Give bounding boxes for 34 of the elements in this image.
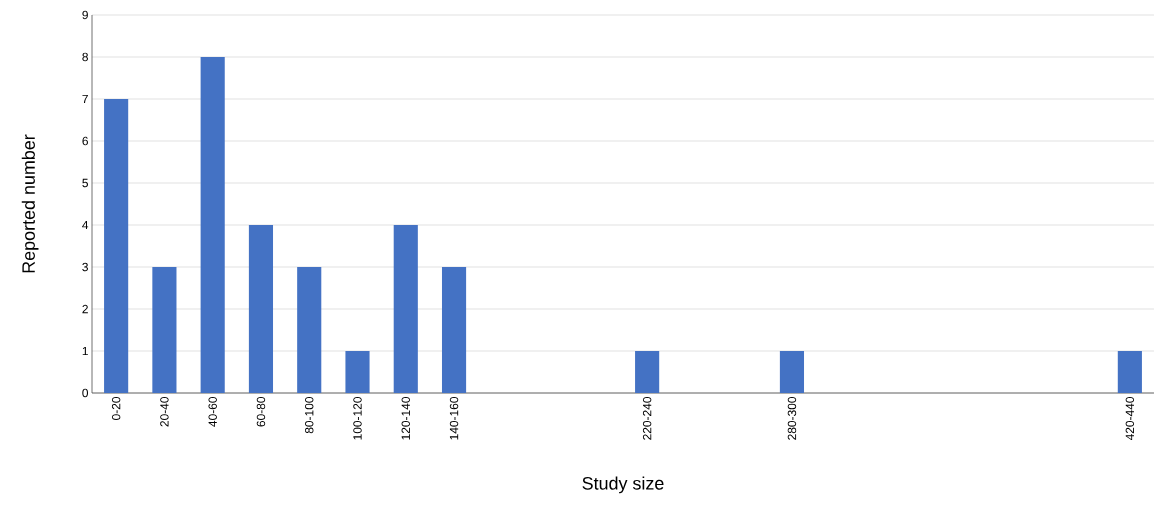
bar: [248, 225, 274, 393]
x-tick-label: 280-300: [787, 396, 797, 440]
y-tick-label: 4: [82, 220, 89, 230]
bar: [200, 57, 225, 393]
y-tick-label: 5: [82, 178, 88, 188]
y-tick-label: 1: [82, 346, 88, 356]
bar: [441, 267, 467, 393]
bar: [297, 267, 322, 393]
x-axis-title: Study size: [582, 476, 664, 494]
x-tick-label: 140-160: [449, 396, 459, 440]
x-tick-label: 100-120: [353, 396, 362, 440]
x-tick-label: 60-80: [256, 396, 266, 427]
bar: [393, 225, 418, 393]
bar: [779, 351, 805, 393]
y-tick-label: 7: [82, 94, 88, 104]
bar: [345, 351, 370, 393]
y-tick-label: 6: [82, 136, 88, 146]
x-tick-label: 80-100: [305, 396, 314, 434]
y-tick-label: 3: [82, 262, 88, 272]
y-axis-title: Reported number: [21, 134, 39, 273]
x-tick-label: 120-140: [401, 396, 410, 440]
x-tick-label: 20-40: [160, 396, 169, 427]
bar: [104, 99, 129, 393]
y-tick-label: 2: [82, 304, 88, 314]
x-tick-label: 40-60: [208, 396, 217, 427]
y-tick-label: 8: [82, 52, 88, 62]
y-tick-label: 0: [82, 388, 89, 398]
x-tick-label: 420-440: [1125, 396, 1135, 441]
bar: [635, 351, 660, 393]
bar: [1117, 351, 1142, 393]
bar: [152, 267, 177, 393]
y-tick-label: 9: [82, 10, 88, 20]
x-tick-label: 220-240: [642, 396, 652, 440]
x-tick-label: 0-20: [111, 396, 121, 420]
